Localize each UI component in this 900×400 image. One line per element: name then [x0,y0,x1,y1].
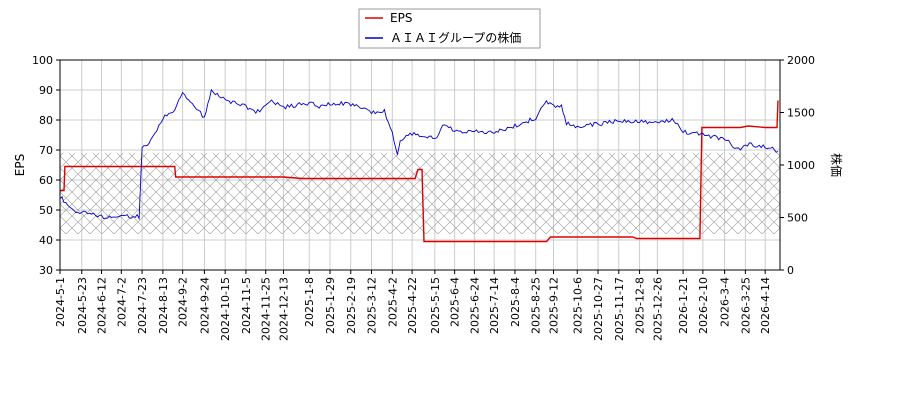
x-tick-label: 2026-4-14 [759,277,772,334]
left-tick-label: 40 [39,234,53,247]
left-tick-label: 100 [32,54,53,67]
x-tick-label: 2024-7-23 [136,277,149,334]
x-tick-label: 2026-3-25 [739,277,752,334]
x-tick-label: 2024-5-23 [76,277,89,334]
x-tick-label: 2025-7-14 [488,277,501,334]
legend-stock-price-label: ＡＩＡＩグループの株価 [390,30,521,45]
x-tick-label: 2025-12-8 [634,277,647,334]
x-tick-label: 2024-5-1 [54,277,67,327]
series-layer [60,88,779,243]
x-tick-label: 2025-11-17 [613,277,626,341]
x-tick-label: 2025-1-29 [324,277,337,334]
x-tick-label: 2025-3-12 [366,277,379,334]
x-tick-label: 2025-8-4 [509,277,522,327]
x-tick-label: 2024-10-15 [219,277,232,341]
x-tick-label: 2024-9-2 [177,277,190,327]
x-tick-label: 2024-7-2 [115,277,128,327]
legend-eps-label: EPS [390,11,412,25]
x-tick-label: 2025-10-27 [592,277,605,341]
right-tick-label: 1500 [787,107,815,120]
left-axis-label: EPS [13,154,27,176]
x-tick-label: 2026-3-4 [719,277,732,327]
left-axis-ticks: 30 40 50 60 70 80 90 100 [32,54,60,277]
left-tick-label: 60 [39,174,53,187]
x-axis-ticks: 2024-5-1 2024-5-23 2024-6-12 2024-7-2 2024-7… [54,270,772,341]
left-tick-label: 80 [39,114,53,127]
x-tick-label: 2024-11-5 [240,277,253,334]
x-tick-label: 2025-8-25 [530,277,543,334]
x-tick-label: 2025-1-8 [303,277,316,327]
x-tick-label: 2024-11-25 [260,277,273,341]
eps-series-line [60,100,779,243]
x-tick-label: 2025-9-12 [548,277,561,334]
x-tick-label: 2025-4-22 [406,277,419,334]
x-tick-label: 2025-6-24 [468,277,481,334]
x-tick-label: 2025-10-6 [571,277,584,334]
x-tick-label: 2024-6-12 [96,277,109,334]
x-tick-label: 2024-9-24 [198,277,211,334]
legend-box [358,8,541,49]
right-tick-label: 500 [787,212,808,225]
legend: EPS ＡＩＡＩグループの株価 [358,8,541,49]
x-tick-label: 2026-1-21 [677,277,690,334]
stock-price-series-line [60,88,779,221]
x-tick-label: 2025-2-19 [345,277,358,334]
right-axis-label: 株価 [829,153,844,177]
x-tick-label: 2024-12-13 [278,277,291,341]
x-tick-label: 2024-8-13 [157,277,170,334]
right-tick-label: 1000 [787,159,815,172]
right-tick-label: 0 [787,264,794,277]
x-tick-label: 2025-5-15 [429,277,442,334]
left-tick-label: 50 [39,204,53,217]
x-tick-label: 2025-6-4 [449,277,462,327]
x-tick-label: 2025-12-26 [651,277,664,341]
left-tick-label: 70 [39,144,53,157]
right-axis-ticks: 0 500 1000 1500 2000 [780,54,815,277]
right-tick-label: 2000 [787,54,815,67]
shaded-band [60,153,780,234]
left-tick-label: 90 [39,84,53,97]
x-tick-label: 2026-2-10 [697,277,710,334]
left-tick-label: 30 [39,264,53,277]
x-tick-label: 2025-4-2 [386,277,399,327]
